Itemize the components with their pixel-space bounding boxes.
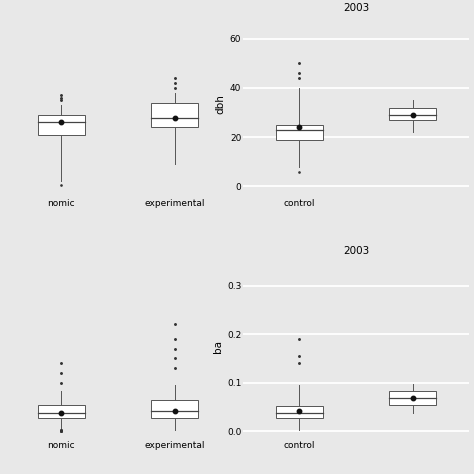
FancyBboxPatch shape: [275, 406, 323, 418]
FancyBboxPatch shape: [37, 404, 85, 418]
Y-axis label: dbh: dbh: [216, 94, 226, 114]
FancyBboxPatch shape: [389, 391, 437, 404]
Title: 2003: 2003: [343, 3, 369, 13]
FancyBboxPatch shape: [389, 108, 437, 120]
Title: 2003: 2003: [343, 246, 369, 256]
Y-axis label: ba: ba: [213, 340, 223, 353]
FancyBboxPatch shape: [275, 125, 323, 140]
FancyBboxPatch shape: [37, 115, 85, 135]
FancyBboxPatch shape: [151, 400, 199, 418]
FancyBboxPatch shape: [151, 103, 199, 128]
